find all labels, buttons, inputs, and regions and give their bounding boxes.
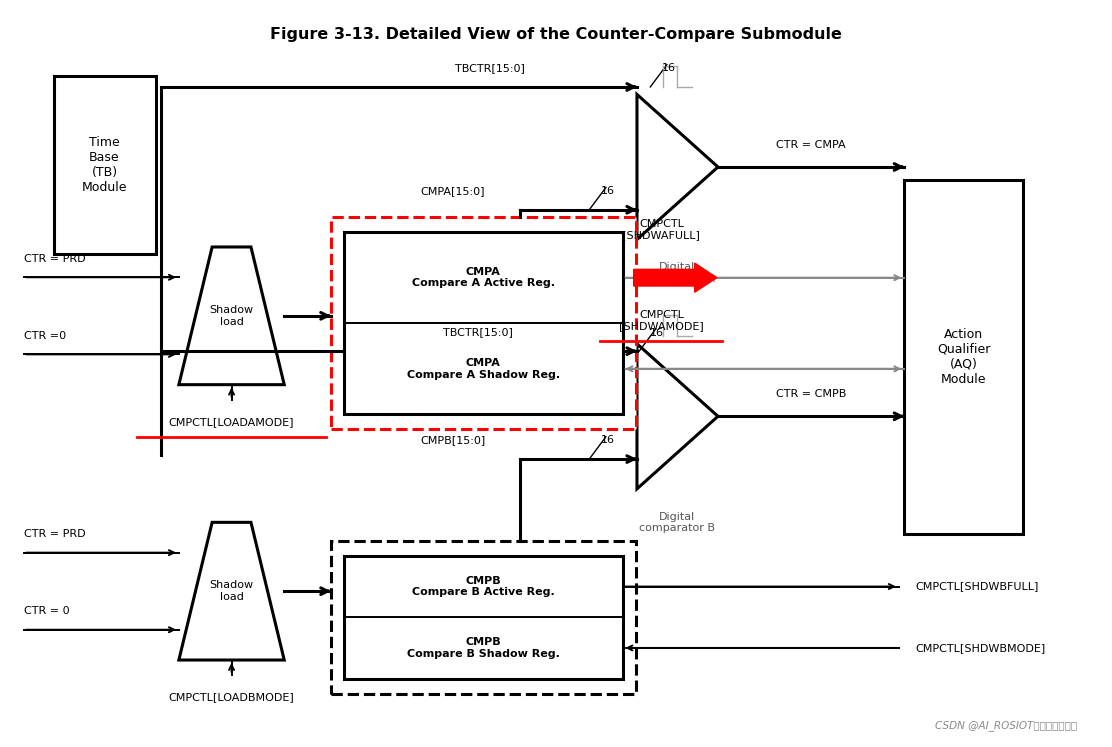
Text: CTR =0: CTR =0 — [23, 331, 66, 341]
Text: CMPA
Compare A Shadow Reg.: CMPA Compare A Shadow Reg. — [407, 358, 560, 379]
Bar — [331, 541, 636, 693]
Text: CTR = CMPB: CTR = CMPB — [776, 389, 846, 399]
Text: CTR = CMPA: CTR = CMPA — [776, 140, 846, 149]
Text: CMPA
Compare A Active Reg.: CMPA Compare A Active Reg. — [411, 267, 555, 288]
Text: CMPA[15:0]: CMPA[15:0] — [420, 186, 485, 196]
Text: CMPCTL[SHDWBFULL]: CMPCTL[SHDWBFULL] — [915, 581, 1039, 592]
Polygon shape — [179, 522, 285, 660]
Bar — [344, 232, 623, 415]
Text: CMPCTL[SHDWBMODE]: CMPCTL[SHDWBMODE] — [915, 643, 1045, 653]
Text: CMPB[15:0]: CMPB[15:0] — [420, 436, 486, 445]
Text: Digital
comparator A: Digital comparator A — [639, 262, 715, 284]
Text: Shadow
load: Shadow load — [209, 305, 254, 326]
Text: CMPCTL[LOADAMODE]: CMPCTL[LOADAMODE] — [169, 417, 295, 427]
Polygon shape — [637, 94, 718, 240]
Text: CSDN @AI_ROSIOT人工智能研究院: CSDN @AI_ROSIOT人工智能研究院 — [935, 720, 1078, 731]
Polygon shape — [637, 344, 718, 489]
Text: 16: 16 — [651, 328, 664, 338]
Text: TBCTR[15:0]: TBCTR[15:0] — [455, 63, 525, 73]
Text: TBCTR[15:0]: TBCTR[15:0] — [444, 328, 514, 338]
Text: CMPCTL
[SHDWAMODE]: CMPCTL [SHDWAMODE] — [619, 310, 704, 331]
Text: 16: 16 — [600, 186, 614, 196]
Text: Time
Base
(TB)
Module: Time Base (TB) Module — [82, 136, 127, 194]
Text: Shadow
load: Shadow load — [209, 580, 254, 602]
Bar — [904, 180, 1023, 533]
Polygon shape — [634, 263, 717, 292]
Text: Digital
comparator B: Digital comparator B — [639, 512, 715, 533]
Text: Action
Qualifier
(AQ)
Module: Action Qualifier (AQ) Module — [937, 328, 991, 385]
Polygon shape — [179, 247, 285, 385]
Text: CMPB
Compare B Active Reg.: CMPB Compare B Active Reg. — [411, 576, 555, 598]
Bar — [331, 217, 636, 430]
Text: CMPCTL
[SHDWAFULL]: CMPCTL [SHDWAFULL] — [623, 219, 701, 240]
Text: CMPCTL[LOADBMODE]: CMPCTL[LOADBMODE] — [169, 692, 295, 702]
Text: 16: 16 — [662, 63, 675, 73]
Text: CTR = PRD: CTR = PRD — [23, 254, 86, 264]
Text: 16: 16 — [600, 436, 614, 445]
Bar — [53, 75, 156, 255]
Text: CTR = 0: CTR = 0 — [23, 606, 69, 616]
Text: Figure 3-13. Detailed View of the Counter-Compare Submodule: Figure 3-13. Detailed View of the Counte… — [270, 28, 842, 43]
Text: CMPB
Compare B Shadow Reg.: CMPB Compare B Shadow Reg. — [407, 637, 559, 659]
Text: CTR = PRD: CTR = PRD — [23, 529, 86, 539]
Bar — [344, 556, 623, 678]
